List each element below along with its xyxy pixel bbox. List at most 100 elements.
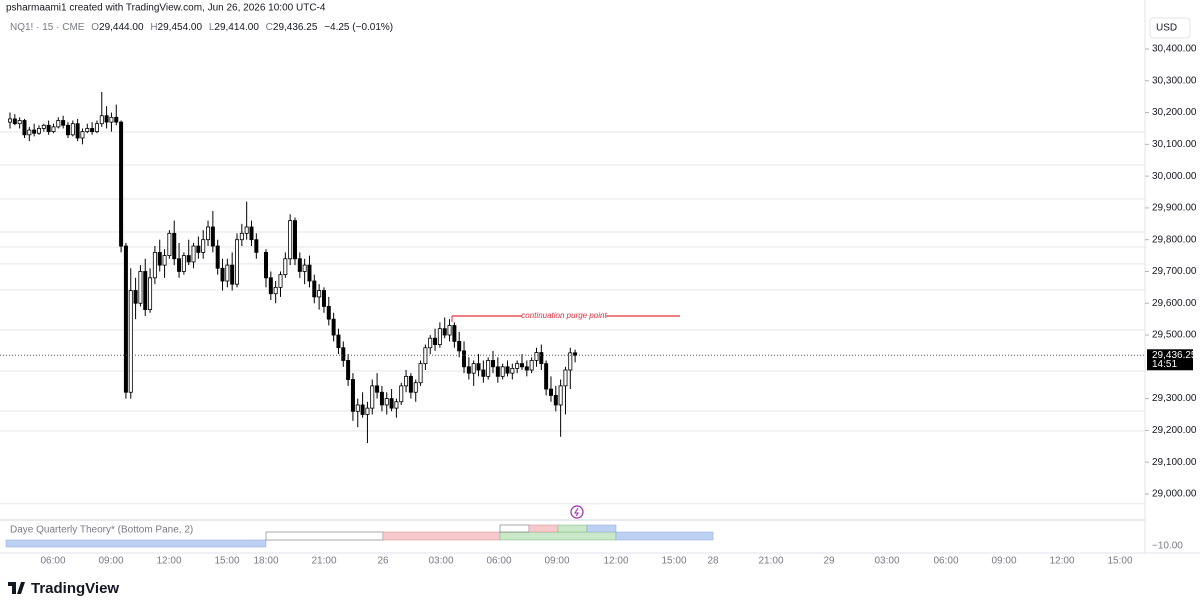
x-tick-label: 06:00	[40, 556, 65, 567]
candle-body	[32, 129, 37, 134]
y-tick-label: 29,900.00	[1152, 203, 1197, 214]
candle-body	[119, 121, 124, 247]
candle-body	[220, 267, 225, 282]
candle-body	[408, 375, 413, 393]
candle-body	[128, 290, 133, 393]
candle-body	[206, 226, 211, 241]
candle-body	[278, 274, 283, 288]
candle-body	[177, 258, 182, 272]
y-tick-label: 29,800.00	[1152, 234, 1197, 245]
candle-body	[515, 363, 520, 369]
candle-body	[563, 369, 568, 387]
x-tick-label: 03:00	[874, 556, 899, 567]
y-tick-label: 29,000.00	[1152, 489, 1197, 500]
candle-body	[162, 255, 167, 266]
attribution: psharmaami1 created with TradingView.com…	[6, 3, 326, 14]
candle-body	[191, 245, 196, 263]
candle-body	[336, 334, 341, 349]
legend-header: NQ1! · 15 · CME O29,444.00 H29,454.00 L2…	[10, 22, 393, 33]
y-tick-label: 29,500.00	[1152, 330, 1197, 341]
quarter-box	[382, 531, 501, 541]
candle-body	[196, 245, 201, 253]
x-tick-label: 09:00	[544, 556, 569, 567]
candle-body	[114, 116, 119, 123]
x-tick-label: 18:00	[253, 556, 278, 567]
header-value: 29,436.25	[273, 22, 318, 33]
x-tick-label: 21:00	[311, 556, 336, 567]
quarter-box	[586, 524, 617, 533]
x-tick-label: 06:00	[486, 556, 511, 567]
candle-body	[56, 120, 61, 128]
candle-body	[486, 360, 491, 377]
candle-body	[350, 379, 355, 412]
candle-body	[457, 340, 462, 352]
candle-body	[90, 128, 95, 133]
candle-body	[215, 245, 220, 269]
candle-body	[466, 366, 471, 374]
candle-body	[254, 239, 259, 253]
x-tick-label: 03:00	[428, 556, 453, 567]
candle-body	[143, 271, 148, 311]
candle-body	[104, 115, 109, 123]
candle-body	[75, 123, 80, 139]
last-price-box	[1147, 349, 1193, 371]
y-tick-label: 30,200.00	[1152, 107, 1197, 118]
candle-body	[99, 115, 104, 125]
countdown: 14:51	[1152, 359, 1177, 370]
candle-body	[442, 328, 447, 336]
candle-body	[346, 360, 351, 380]
candle-body	[471, 363, 476, 374]
candle-body	[568, 352, 573, 371]
candle-body	[447, 325, 452, 336]
header-key: O	[91, 22, 99, 33]
candle-body	[288, 220, 293, 260]
x-tick-label: 29	[823, 556, 835, 567]
candle-body	[500, 366, 505, 377]
candle-body	[85, 128, 90, 133]
candle-body	[244, 226, 249, 234]
candle-body	[307, 264, 312, 282]
x-tick-label: 12:00	[603, 556, 628, 567]
candle-body	[326, 306, 331, 320]
y-tick-label: 29,600.00	[1152, 298, 1197, 309]
candle-body	[186, 255, 191, 263]
header-key: L	[209, 22, 215, 33]
logo: TradingView	[8, 580, 119, 597]
candle-body	[548, 388, 553, 396]
candle-body	[273, 286, 278, 295]
x-tick-label: 12:00	[1049, 556, 1074, 567]
candle-body	[148, 277, 153, 311]
candle-body	[379, 391, 384, 406]
x-tick-label: 09:00	[98, 556, 123, 567]
alert-bolt[interactable]	[574, 507, 579, 517]
header-value: 29,454.00	[158, 22, 203, 33]
y-tick-label: 29,700.00	[1152, 266, 1197, 277]
alert-circle[interactable]	[570, 505, 584, 519]
currency-button[interactable]	[1149, 17, 1191, 39]
quarter-box	[557, 524, 588, 533]
candle-body	[65, 124, 70, 136]
x-tick-label: 21:00	[758, 556, 783, 567]
candle-body	[462, 350, 467, 368]
candle-body	[302, 264, 307, 272]
candle-body	[123, 245, 128, 393]
candle-body	[404, 375, 409, 387]
candle-body	[157, 251, 162, 266]
y-tick-label: 30,100.00	[1152, 139, 1197, 150]
x-tick-label: 09:00	[991, 556, 1016, 567]
alert-icon[interactable]	[570, 505, 584, 519]
candle-body	[433, 337, 438, 345]
candle-body	[341, 347, 346, 361]
currency[interactable]: USD	[1156, 23, 1177, 34]
candle-body	[70, 123, 75, 136]
header-value: 29,444.00	[99, 22, 144, 33]
candle-body	[428, 337, 433, 349]
indicator-boxes	[5, 524, 714, 548]
candle-body	[36, 128, 41, 134]
quarter-box	[265, 531, 384, 541]
change: −4.25 (−0.01%)	[324, 22, 393, 33]
candle-body	[41, 124, 46, 129]
candle-body	[321, 290, 326, 307]
